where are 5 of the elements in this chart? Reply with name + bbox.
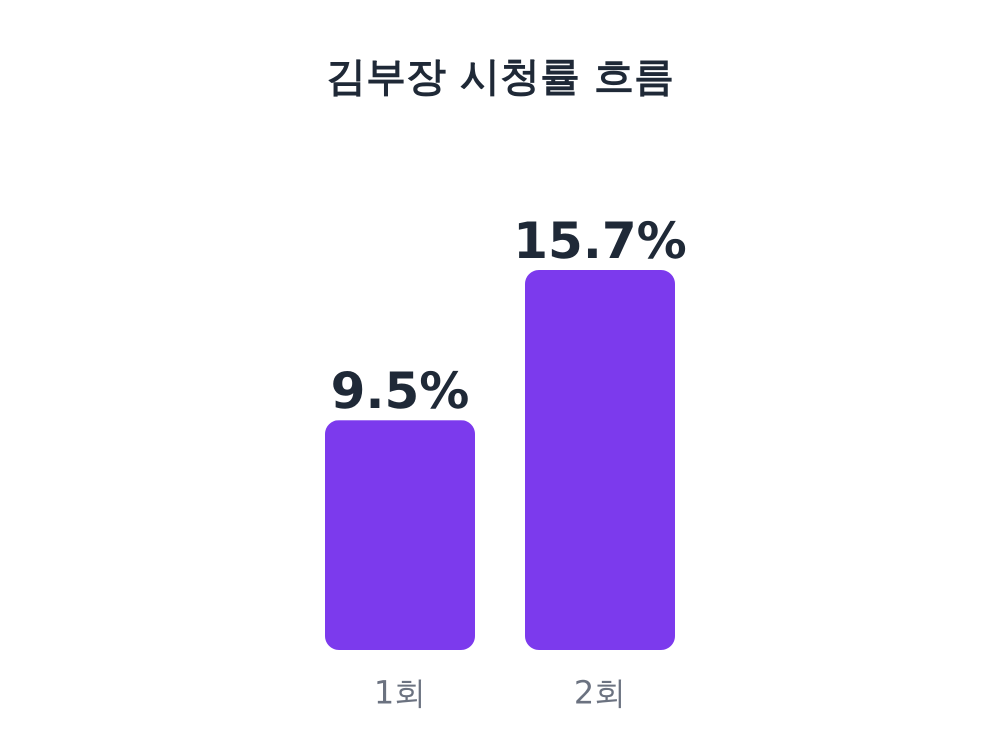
data-label: 15.7% <box>513 212 687 270</box>
x-tick-label: 2회 <box>574 674 626 712</box>
x-tick-label: 1회 <box>374 674 426 712</box>
data-label: 9.5% <box>330 362 470 420</box>
chart-title: 김부장 시청률 흐름 <box>326 54 674 100</box>
